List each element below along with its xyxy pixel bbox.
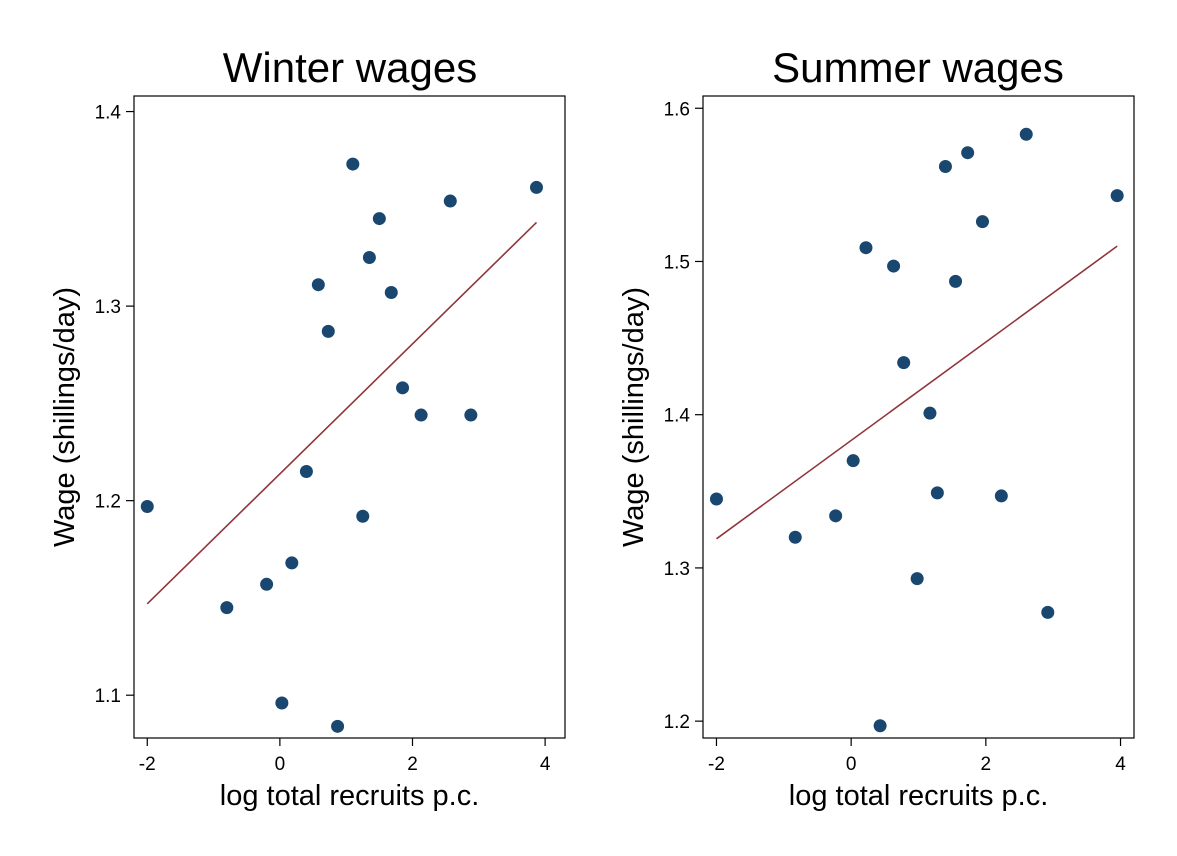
x-tick-label: -2: [139, 754, 156, 775]
y-tick-label: 1.2: [95, 492, 121, 513]
data-point: [529, 180, 543, 194]
chart-panel-1: Winter wages log total recruits p.c. Wage …: [49, 44, 566, 812]
fit-line: [146, 221, 538, 605]
data-point: [887, 259, 901, 273]
plot-frame: [133, 95, 566, 739]
x-tick-label: 4: [540, 754, 551, 775]
data-point: [846, 454, 860, 468]
y-tick-label: 1.4: [664, 406, 691, 427]
data-point: [311, 278, 325, 292]
data-point: [897, 356, 911, 370]
fit-line: [715, 245, 1118, 540]
data-point: [873, 719, 887, 733]
data-point: [260, 577, 274, 591]
data-point: [331, 719, 345, 733]
y-tick-label: 1.3: [95, 297, 121, 318]
data-point: [346, 157, 360, 171]
chart-title: Winter wages: [223, 44, 477, 91]
data-point: [414, 408, 428, 422]
data-point: [975, 215, 989, 229]
x-axis-label: log total recruits p.c.: [220, 780, 480, 812]
data-point: [372, 212, 386, 226]
data-point: [321, 324, 335, 338]
data-point: [930, 486, 944, 500]
data-point: [299, 464, 313, 478]
data-point: [464, 408, 478, 422]
x-tick-label: 4: [1115, 754, 1126, 775]
y-tick-label: 1.4: [95, 103, 122, 124]
data-point: [994, 489, 1008, 503]
data-point: [829, 509, 843, 523]
data-point: [709, 492, 723, 506]
y-tick-label: 1.1: [95, 686, 121, 707]
data-point: [1110, 189, 1124, 203]
data-point: [1041, 605, 1055, 619]
x-tick-label: 0: [275, 754, 286, 775]
chart-title: Summer wages: [772, 44, 1064, 91]
data-point: [923, 406, 937, 420]
x-tick-label: 0: [846, 754, 857, 775]
y-axis-label: Wage (shillings/day): [618, 287, 650, 547]
data-point: [1019, 127, 1033, 141]
chart-panel-2: Summer wages log total recruits p.c. Wage …: [618, 44, 1135, 812]
data-point: [961, 146, 975, 160]
data-point: [384, 285, 398, 299]
data-point: [275, 696, 289, 710]
plot-frame: [702, 95, 1135, 739]
y-tick-label: 1.6: [664, 99, 690, 120]
x-axis-label: log total recruits p.c.: [789, 780, 1049, 812]
data-point: [362, 250, 376, 264]
data-point: [788, 530, 802, 544]
y-tick-label: 1.5: [664, 252, 690, 273]
data-point: [285, 556, 299, 570]
x-tick-label: 2: [981, 754, 992, 775]
y-axis-label: Wage (shillings/day): [49, 287, 81, 547]
data-point: [949, 274, 963, 288]
data-point: [443, 194, 457, 208]
data-point: [859, 241, 873, 255]
data-point: [220, 601, 234, 615]
x-tick-label: 2: [407, 754, 418, 775]
data-point: [938, 159, 952, 173]
x-tick-label: -2: [708, 754, 725, 775]
y-tick-label: 1.2: [664, 712, 690, 733]
data-point: [140, 499, 154, 513]
data-point: [910, 572, 924, 586]
data-point: [356, 509, 370, 523]
data-point: [396, 381, 410, 395]
y-tick-label: 1.3: [664, 559, 690, 580]
